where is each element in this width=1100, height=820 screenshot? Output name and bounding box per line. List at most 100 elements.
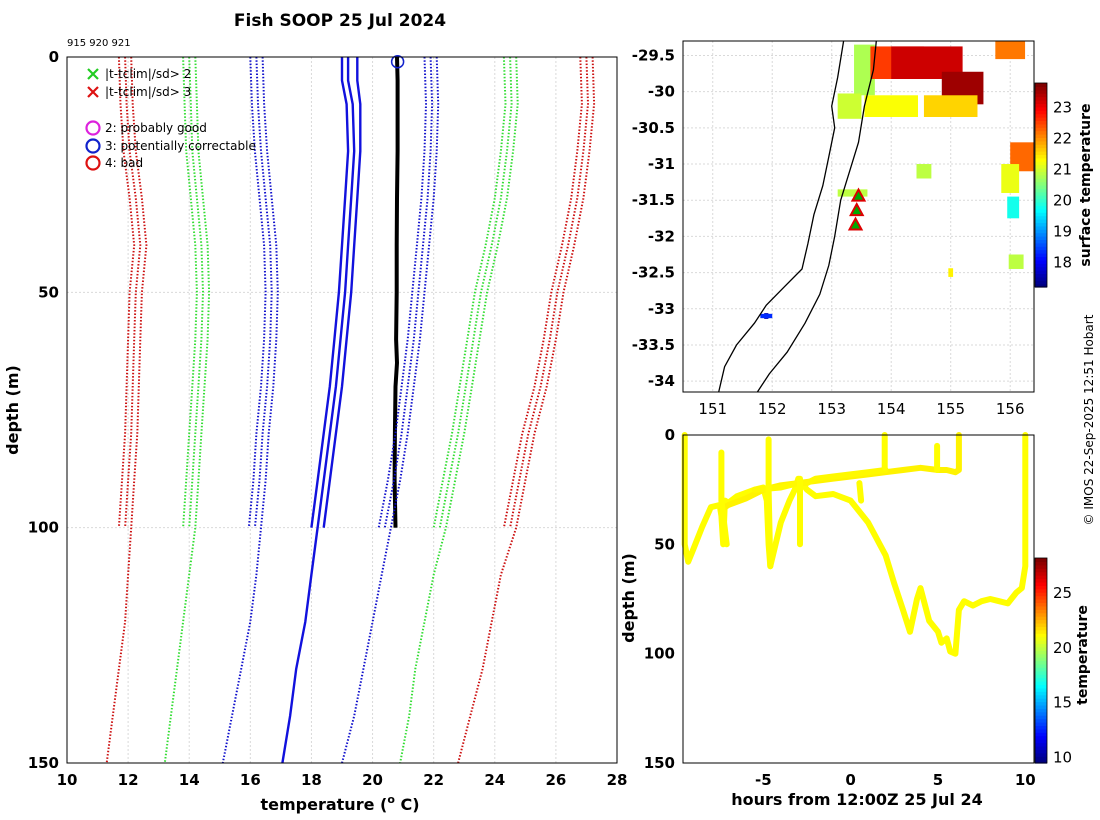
map-colorbar-slice	[1035, 276, 1047, 281]
profile-series-line	[399, 56, 519, 764]
map-colorbar-slice	[1035, 117, 1047, 121]
profile-series-line	[310, 57, 350, 528]
section-colorbar-slice	[1035, 640, 1047, 645]
map-sst-patch	[1010, 142, 1034, 172]
map-colorbar-slice	[1035, 229, 1047, 234]
section-xtick-label: 5	[933, 771, 943, 789]
profile-panel: 10 12 14 16 18 20 22 24 26 28 0 50 100 150 temperatur…	[3, 48, 627, 814]
section-colorbar-slice	[1035, 633, 1047, 638]
map-colorbar-slice	[1035, 236, 1047, 240]
map-colorbar-slice	[1035, 232, 1047, 237]
section-colorbar-slice	[1035, 745, 1047, 750]
figure-title: Fish SOOP 25 Jul 2024	[234, 11, 446, 31]
profile-ytick-label: 0	[49, 48, 59, 66]
section-colorbar-slice	[1035, 575, 1047, 580]
section-colorbar-slice	[1035, 660, 1047, 665]
map-sst-patch	[760, 313, 773, 319]
map-colorbar-slice	[1035, 161, 1047, 166]
map-colorbar-tick: 22	[1053, 130, 1072, 148]
map-sst-patch	[923, 95, 978, 117]
map-colorbar-slice	[1035, 242, 1047, 247]
legend-label: |t-tclim|/sd> 2	[105, 67, 191, 81]
section-colorbar-slice	[1035, 718, 1047, 723]
section-colorbar-frame	[1034, 557, 1048, 764]
map-sst-patch	[916, 164, 932, 179]
legend-circle-marker	[85, 120, 101, 136]
map-colorbar-slice	[1035, 123, 1047, 128]
legend-circle-marker	[85, 155, 101, 171]
section-trace	[856, 480, 865, 504]
profile-series-line	[221, 56, 279, 764]
legend-label: 3: potentially correctable	[105, 139, 256, 153]
legend-x-marker	[87, 68, 99, 80]
map-colorbar-slice	[1035, 273, 1047, 278]
section-colorbar-slice	[1035, 622, 1047, 627]
map-colorbar-frame	[1034, 82, 1048, 288]
map-sst-patch	[995, 41, 1026, 60]
map-ytick-label: -29.5	[632, 46, 675, 64]
profile-series-line	[502, 56, 583, 528]
map-station-marker	[847, 216, 864, 231]
map-colorbar-slice	[1035, 225, 1047, 230]
profile-series-line	[341, 56, 440, 764]
section-colorbar-tick: 20	[1053, 639, 1072, 657]
section-colorbar-slice	[1035, 657, 1047, 662]
section-colorbar-label: temperature	[1075, 605, 1091, 705]
profile-ytick-label: 150	[28, 754, 59, 772]
map-colorbar-slice	[1035, 168, 1047, 172]
map-colorbar-slice	[1035, 246, 1047, 251]
map-sst-patch	[1001, 164, 1020, 193]
legend-circle-marker	[85, 138, 101, 154]
section-colorbar-slice	[1035, 708, 1047, 713]
profile-series-line	[124, 56, 142, 528]
map-gridlines	[683, 41, 1034, 392]
map-colorbar-slice	[1035, 86, 1047, 91]
section-colorbar-slice	[1035, 602, 1047, 607]
profile-xtick-label: 12	[118, 771, 139, 789]
section-trace	[751, 467, 889, 493]
section-trace	[681, 432, 1029, 657]
profile-gridlines	[66, 56, 618, 764]
section-colorbar-slice	[1035, 752, 1047, 757]
map-colorbar-slice	[1035, 270, 1047, 274]
profile-series-line	[432, 56, 507, 528]
map-xtick-label: 151	[698, 400, 727, 418]
section-colorbar-slice	[1035, 564, 1047, 569]
map-colorbar-slice	[1035, 151, 1047, 155]
section-colorbar-slice	[1035, 592, 1047, 597]
section-colorbar-slice	[1035, 663, 1047, 668]
section-axes-box	[682, 434, 1035, 764]
map-colorbar-slice	[1035, 120, 1047, 125]
section-colorbar-slice	[1035, 694, 1047, 699]
map-ytick-label: -31.5	[632, 191, 675, 209]
map-colorbar-slice	[1035, 205, 1047, 210]
section-colorbar-slice	[1035, 599, 1047, 604]
map-colorbar-slice	[1035, 249, 1047, 254]
map-coastline	[718, 40, 845, 393]
map-ytick-label: -33.5	[632, 336, 675, 354]
map-colorbar-slice	[1035, 93, 1047, 98]
section-colorbar-slice	[1035, 626, 1047, 631]
profile-xtick-label: 14	[179, 771, 200, 789]
section-colorbar-slice	[1035, 609, 1047, 614]
section-colorbar-slice	[1035, 585, 1047, 590]
profile-xtick-label: 18	[301, 771, 322, 789]
map-xtick-label: 156	[996, 400, 1025, 418]
section-colorbar-slice	[1035, 698, 1047, 703]
section-colorbar-tick: 10	[1053, 749, 1072, 767]
section-colorbar-slice	[1035, 595, 1047, 600]
section-trace	[718, 449, 730, 548]
map-colorbar-tick: 20	[1053, 191, 1072, 209]
map-colorbar-slice	[1035, 202, 1047, 206]
map-colorbar-slice	[1035, 266, 1047, 271]
map-sst-patch	[864, 95, 918, 117]
map-colorbar-slice	[1035, 144, 1047, 149]
section-colorbar-slice	[1035, 629, 1047, 634]
map-ytick-label: -33	[648, 300, 675, 318]
map-colorbar-slice	[1035, 157, 1047, 162]
section-colorbar-slice	[1035, 588, 1047, 593]
map-ytick-label: -30	[648, 83, 675, 101]
legend-x-marker	[87, 86, 99, 98]
section-colorbar-slice	[1035, 759, 1047, 764]
